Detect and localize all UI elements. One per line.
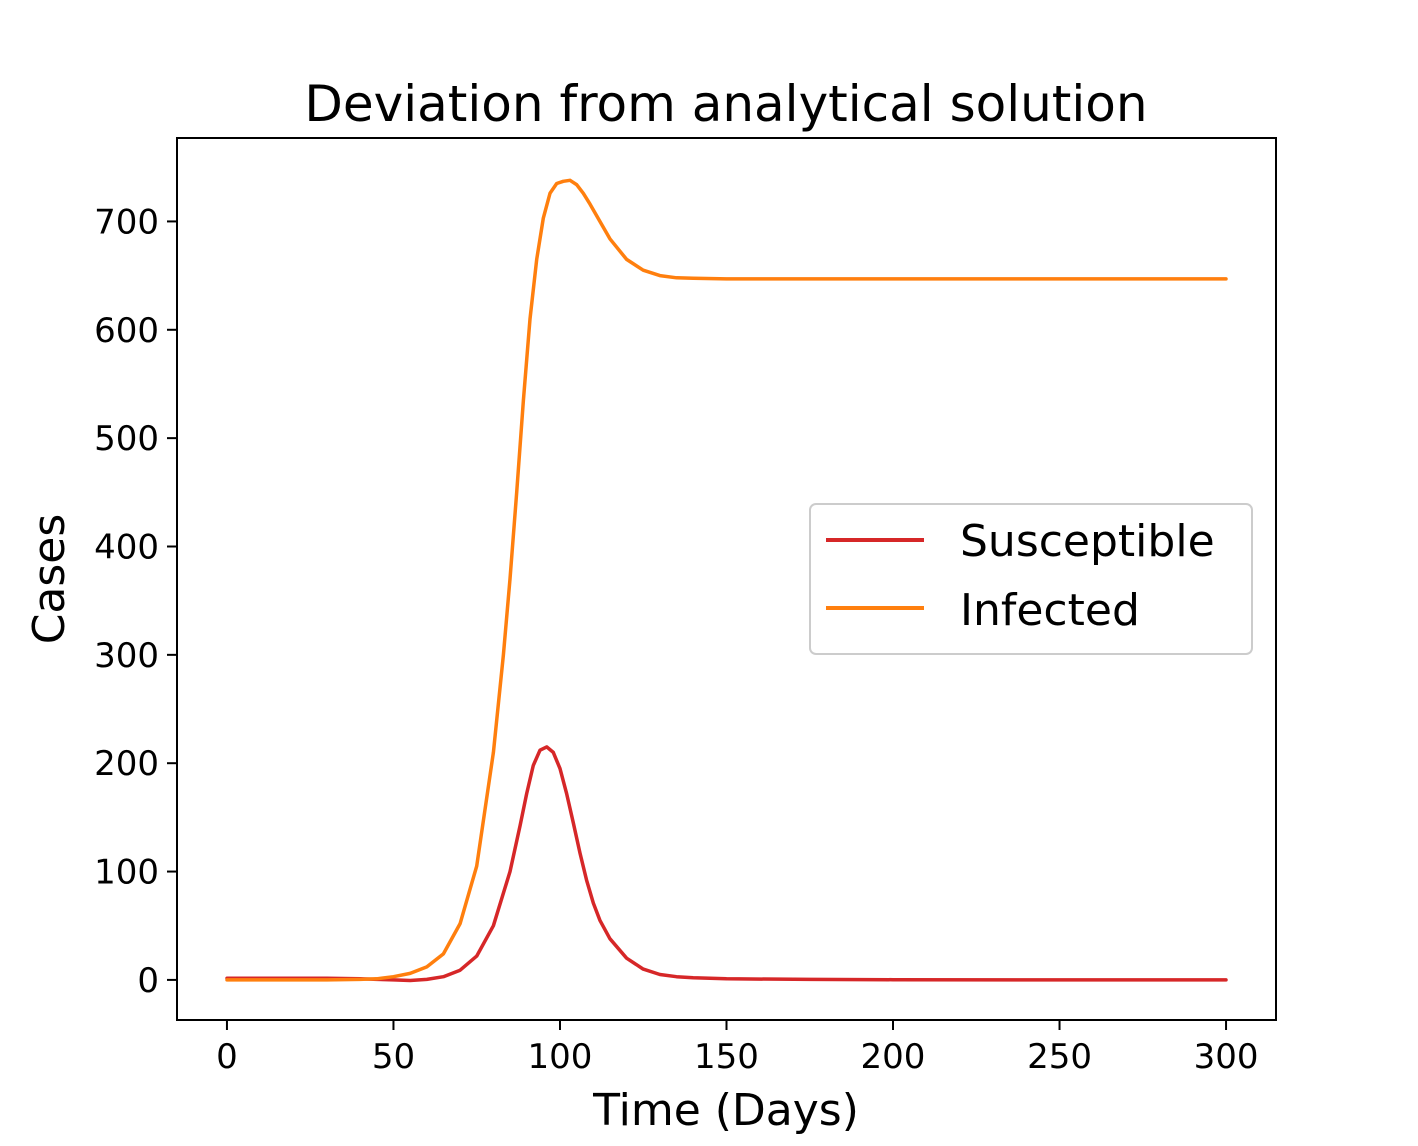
y-tick-label: 700 [94, 202, 159, 242]
x-tick-label: 150 [694, 1037, 759, 1077]
y-tick-label: 0 [137, 961, 159, 1001]
plot-area [225, 178, 1228, 983]
x-tick-label: 300 [1194, 1037, 1259, 1077]
x-tick-label: 50 [372, 1037, 415, 1077]
y-tick-label: 400 [94, 527, 159, 567]
x-tick-label: 0 [216, 1037, 238, 1077]
x-axis-title: Time (Days) [592, 1085, 859, 1136]
x-axis: 0 50 100 150 200 250 300 [216, 1020, 1258, 1077]
y-axis-title: Cases [24, 514, 75, 645]
legend-label-susceptible: Susceptible [960, 516, 1215, 567]
legend: Susceptible Infected [809, 503, 1253, 655]
y-tick-label: 100 [94, 853, 159, 893]
y-tick-label: 200 [94, 744, 159, 784]
y-axis: 0 100 200 300 400 500 600 700 [94, 202, 177, 1001]
y-tick-label: 500 [94, 419, 159, 459]
x-tick-label: 200 [861, 1037, 926, 1077]
chart-title: Deviation from analytical solution [304, 75, 1147, 133]
x-tick-label: 250 [1027, 1037, 1092, 1077]
y-tick-label: 600 [94, 311, 159, 351]
x-tick-label: 100 [528, 1037, 593, 1077]
y-tick-label: 300 [94, 636, 159, 676]
legend-label-infected: Infected [960, 585, 1140, 636]
series-line-susceptible [225, 745, 1228, 983]
series-line-infected [225, 178, 1228, 982]
